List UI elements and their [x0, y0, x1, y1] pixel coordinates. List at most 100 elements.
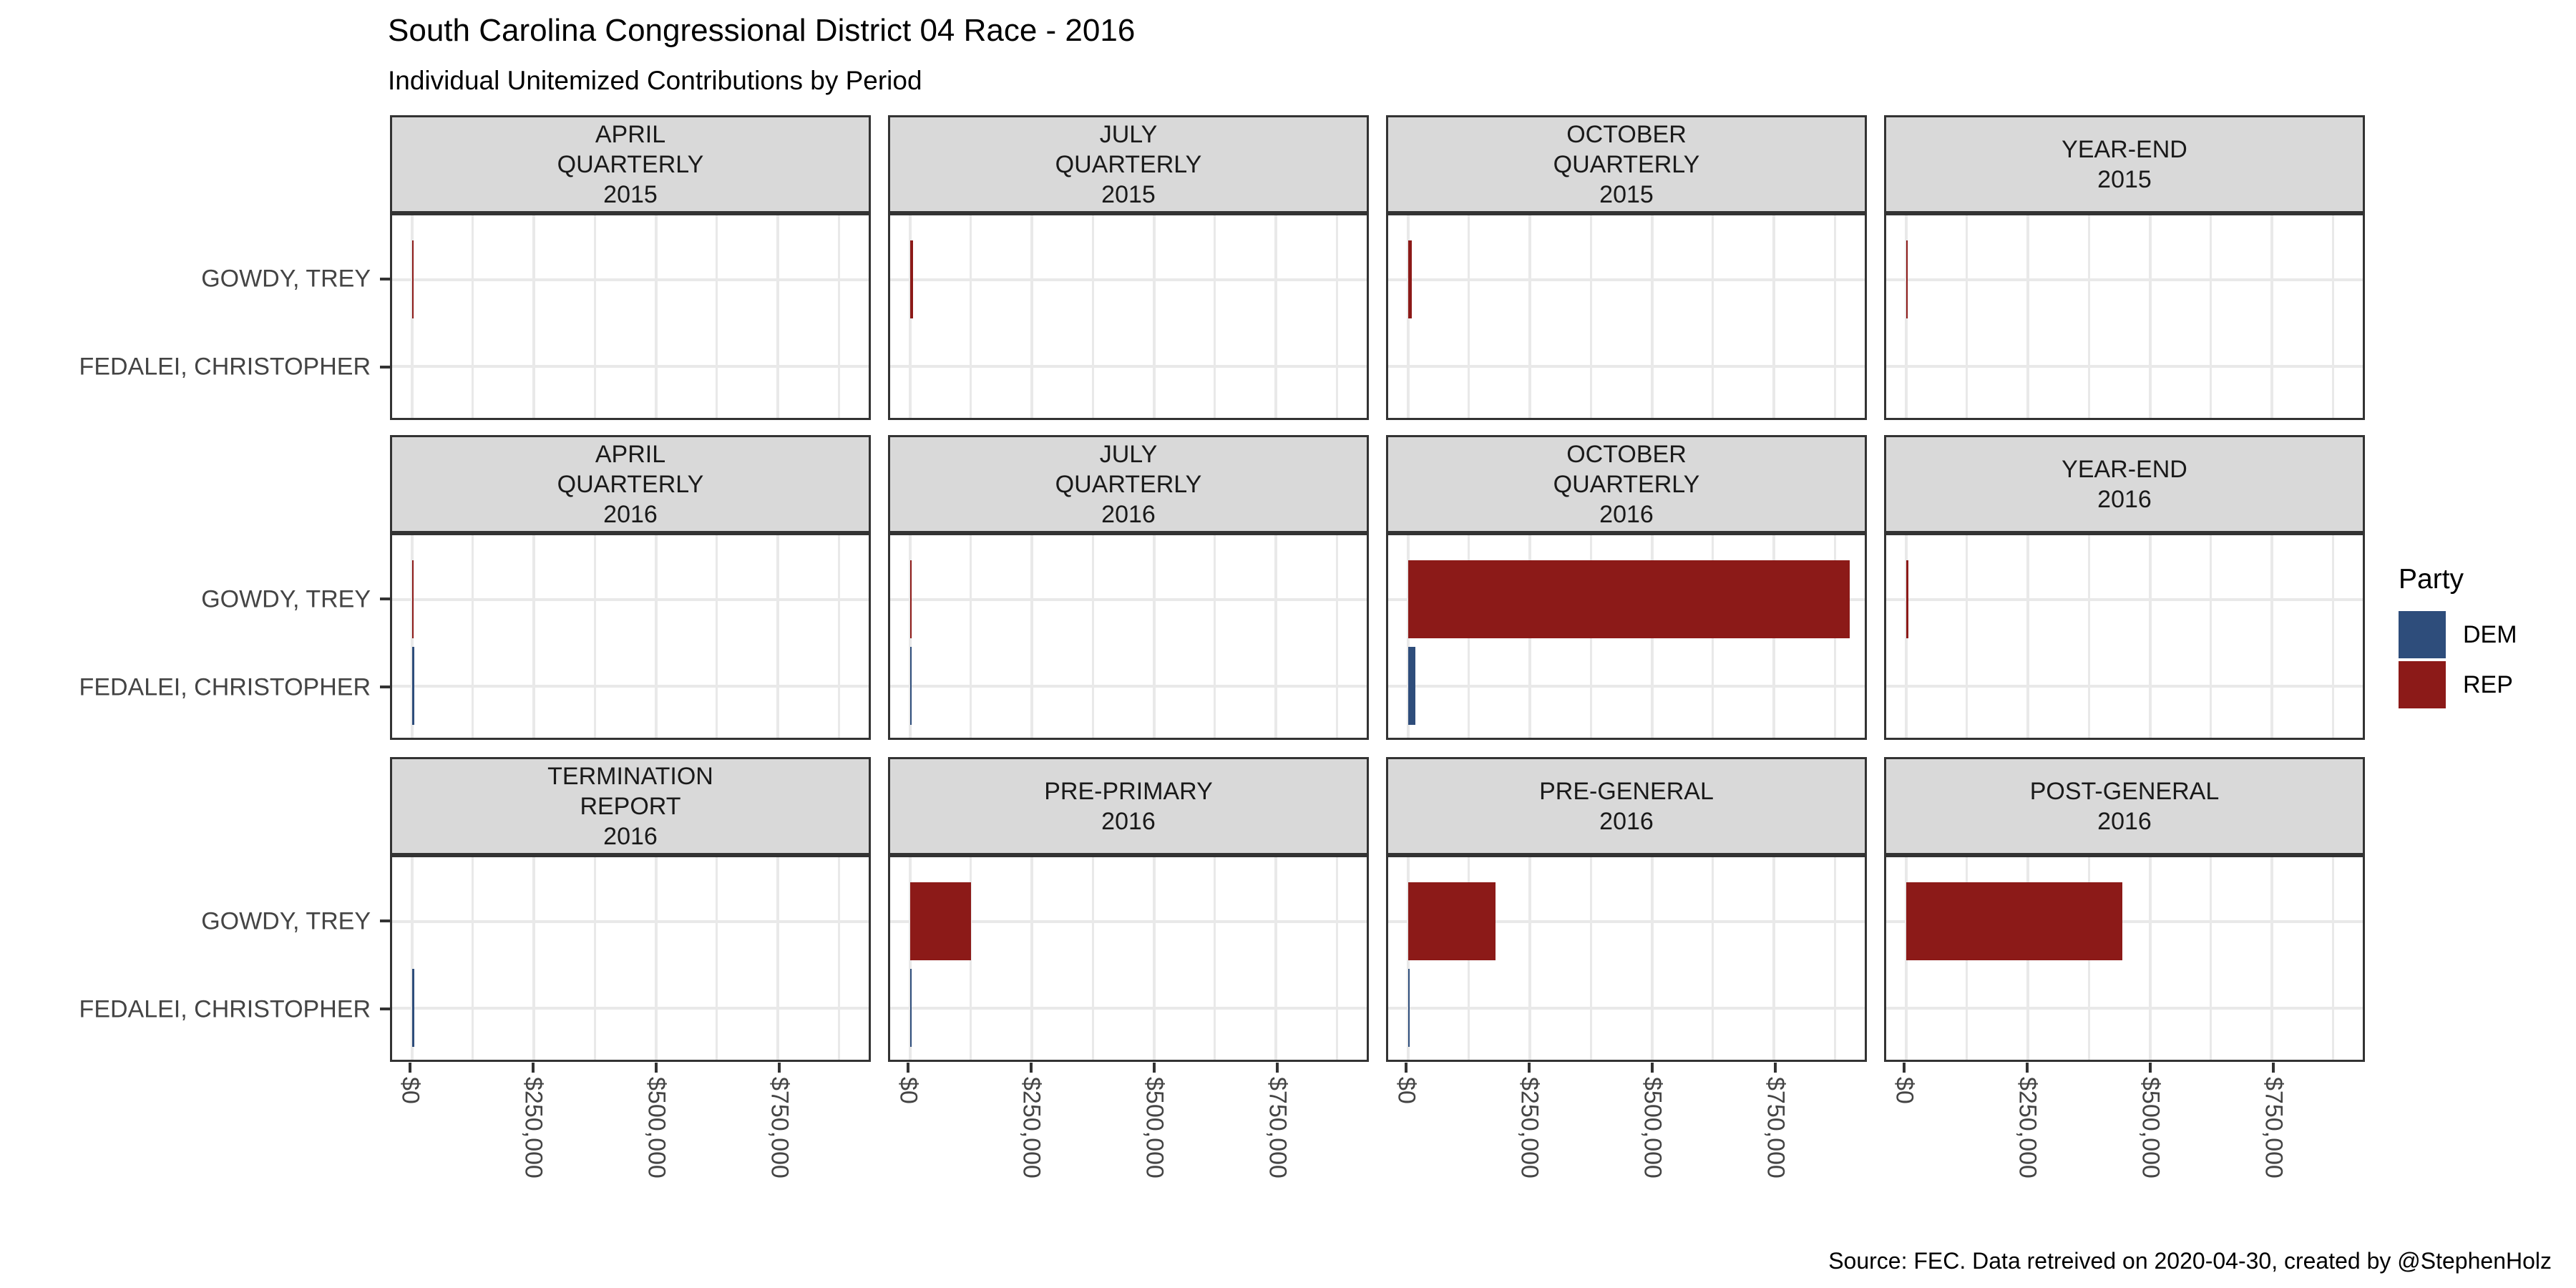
bar-rep — [411, 240, 414, 319]
x-tick-label: $0 — [894, 1077, 922, 1104]
facet-strip: PRE-GENERAL 2016 — [1386, 757, 1867, 855]
minor-gridline — [970, 215, 972, 418]
x-tick-label: $500,000 — [2137, 1077, 2165, 1179]
facet-strip-label: PRE-PRIMARY 2016 — [1044, 777, 1213, 835]
minor-gridline — [1091, 857, 1094, 1060]
minor-gridline — [716, 857, 718, 1060]
major-gridline — [2270, 535, 2274, 738]
facet-panel — [390, 533, 871, 740]
x-axis-col3: $0 $250,000 $500,000 $750,000 — [1386, 1063, 1867, 1220]
x-tick-label: $250,000 — [1018, 1077, 1045, 1179]
source-caption: Source: FEC. Data retreived on 2020-04-3… — [1828, 1248, 2552, 1274]
major-gridline — [1772, 857, 1776, 1060]
bar-rep — [411, 560, 414, 639]
y-axis-tick — [380, 1008, 390, 1011]
x-tick-label: $750,000 — [1264, 1077, 1292, 1179]
y-axis-tick — [380, 919, 390, 922]
bar-dem — [411, 969, 415, 1048]
facet-strip-label: POST-GENERAL 2016 — [2029, 777, 2220, 835]
category-gridline — [392, 278, 869, 281]
minor-gridline — [1335, 215, 1338, 418]
bar-rep — [1906, 560, 1909, 639]
minor-gridline — [970, 857, 972, 1060]
minor-gridline — [716, 535, 718, 738]
major-gridline — [1406, 535, 1410, 738]
x-axis-tick — [2026, 1063, 2029, 1073]
minor-gridline — [1712, 215, 1714, 418]
major-gridline — [1904, 857, 1908, 1060]
minor-gridline — [1589, 857, 1592, 1060]
major-gridline — [1030, 857, 1034, 1060]
minor-gridline — [2087, 215, 2090, 418]
minor-gridline — [1214, 215, 1216, 418]
facet-strip-label: OCTOBER QUARTERLY 2015 — [1553, 120, 1700, 208]
facet-panel — [1386, 533, 1867, 740]
major-gridline — [908, 535, 912, 738]
category-gridline — [392, 684, 869, 688]
minor-gridline — [1966, 535, 1968, 738]
minor-gridline — [837, 857, 840, 1060]
minor-gridline — [1589, 215, 1592, 418]
major-gridline — [1528, 857, 1532, 1060]
major-gridline — [2148, 215, 2152, 418]
major-gridline — [1650, 857, 1654, 1060]
x-axis-tick — [1774, 1063, 1777, 1073]
category-gridline — [1388, 919, 1865, 923]
legend: Party DEM REP — [2399, 564, 2570, 711]
facet-strip-label: PRE-GENERAL 2016 — [1539, 777, 1714, 835]
x-axis-tick — [409, 1063, 411, 1073]
bar-rep — [1407, 882, 1496, 961]
y-axis-label-fedalei-row1: FEDALEI, CHRISTOPHER — [79, 353, 371, 381]
minor-gridline — [472, 215, 474, 418]
x-tick-label: $500,000 — [643, 1077, 670, 1179]
major-gridline — [1904, 535, 1908, 738]
category-gridline — [1388, 364, 1865, 368]
minor-gridline — [472, 535, 474, 738]
x-tick-label: $750,000 — [2260, 1077, 2288, 1179]
minor-gridline — [970, 535, 972, 738]
facet-strip-label: APRIL QUARTERLY 2016 — [557, 440, 704, 528]
x-axis-tick — [1153, 1063, 1156, 1073]
dem-color-swatch — [2399, 611, 2446, 658]
category-gridline — [890, 684, 1367, 688]
bar-rep — [1906, 240, 1908, 319]
legend-label-rep: REP — [2463, 670, 2513, 698]
minor-gridline — [1335, 535, 1338, 738]
category-gridline — [890, 364, 1367, 368]
x-tick-label: $0 — [1392, 1077, 1420, 1104]
minor-gridline — [472, 857, 474, 1060]
y-axis-tick — [380, 597, 390, 600]
major-gridline — [654, 535, 658, 738]
legend-item-rep: REP — [2399, 661, 2570, 708]
x-axis-col2: $0 $250,000 $500,000 $750,000 — [888, 1063, 1369, 1220]
category-gridline — [1886, 278, 2363, 281]
major-gridline — [1650, 215, 1654, 418]
minor-gridline — [1712, 857, 1714, 1060]
major-gridline — [1152, 857, 1156, 1060]
major-gridline — [776, 857, 780, 1060]
minor-gridline — [837, 215, 840, 418]
facet-strip-label: JULY QUARTERLY 2016 — [1055, 440, 1202, 528]
category-gridline — [1886, 597, 2363, 601]
y-axis-label-fedalei-row2: FEDALEI, CHRISTOPHER — [79, 673, 371, 701]
minor-gridline — [2331, 535, 2334, 738]
facet-strip: OCTOBER QUARTERLY 2016 — [1386, 435, 1867, 533]
category-gridline — [1388, 1006, 1865, 1010]
bar-rep — [909, 560, 912, 639]
legend-title: Party — [2399, 564, 2464, 595]
category-gridline — [1886, 1006, 2363, 1010]
major-gridline — [410, 535, 414, 738]
major-gridline — [654, 857, 658, 1060]
x-axis-col1: $0 $250,000 $500,000 $750,000 — [390, 1063, 871, 1220]
minor-gridline — [1966, 215, 1968, 418]
x-axis-tick — [1528, 1063, 1531, 1073]
x-tick-label: $500,000 — [1141, 1077, 1169, 1179]
minor-gridline — [593, 535, 596, 738]
facet-panel — [888, 855, 1369, 1062]
x-axis-tick — [1651, 1063, 1654, 1073]
bar-rep — [1407, 240, 1412, 319]
facet-panel — [888, 213, 1369, 420]
facet-strip-label: TERMINATION REPORT 2016 — [547, 762, 713, 850]
category-gridline — [1886, 364, 2363, 368]
facet-panel — [888, 533, 1369, 740]
